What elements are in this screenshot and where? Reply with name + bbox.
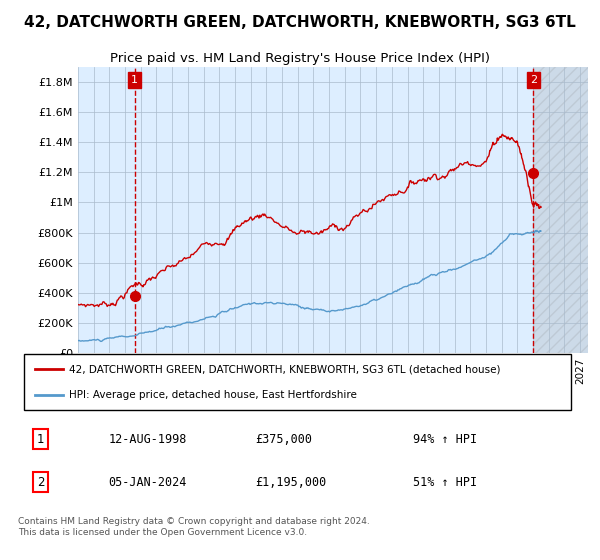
Text: 42, DATCHWORTH GREEN, DATCHWORTH, KNEBWORTH, SG3 6TL: 42, DATCHWORTH GREEN, DATCHWORTH, KNEBWO… <box>24 15 576 30</box>
Text: 05-JAN-2024: 05-JAN-2024 <box>108 475 187 489</box>
Text: HPI: Average price, detached house, East Hertfordshire: HPI: Average price, detached house, East… <box>69 390 356 400</box>
Text: Contains HM Land Registry data © Crown copyright and database right 2024.
This d: Contains HM Land Registry data © Crown c… <box>18 517 370 536</box>
Text: £1,195,000: £1,195,000 <box>255 475 326 489</box>
Text: 1: 1 <box>131 75 138 85</box>
Text: 2: 2 <box>37 475 44 489</box>
Text: 1: 1 <box>37 432 44 446</box>
Bar <box>533 67 588 353</box>
FancyBboxPatch shape <box>23 354 571 410</box>
Text: 94% ↑ HPI: 94% ↑ HPI <box>413 432 477 446</box>
Text: 51% ↑ HPI: 51% ↑ HPI <box>413 475 477 489</box>
Text: Price paid vs. HM Land Registry's House Price Index (HPI): Price paid vs. HM Land Registry's House … <box>110 53 490 66</box>
Text: £375,000: £375,000 <box>255 432 312 446</box>
Text: 2: 2 <box>530 75 537 85</box>
Text: 12-AUG-1998: 12-AUG-1998 <box>108 432 187 446</box>
Text: 42, DATCHWORTH GREEN, DATCHWORTH, KNEBWORTH, SG3 6TL (detached house): 42, DATCHWORTH GREEN, DATCHWORTH, KNEBWO… <box>69 364 500 374</box>
